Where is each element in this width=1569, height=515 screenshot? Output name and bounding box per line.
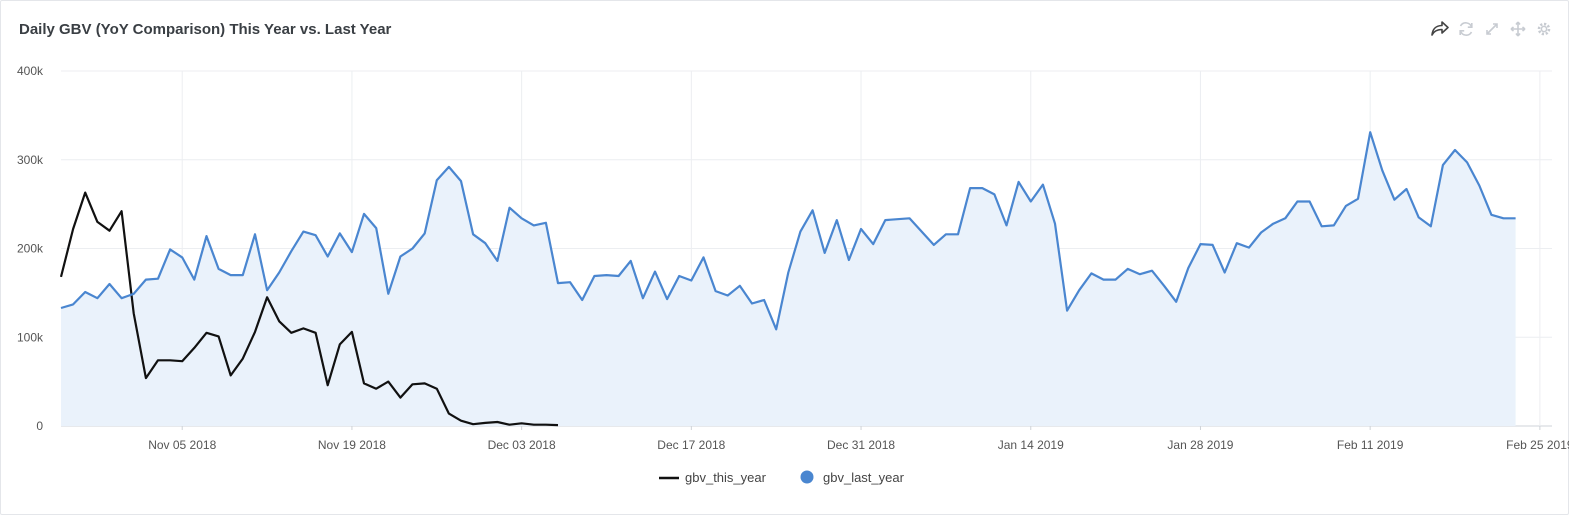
move-icon[interactable]: [1508, 19, 1528, 39]
series-lines: [59, 131, 1516, 427]
series-area-gbv_last_year: [61, 132, 1516, 426]
share-icon[interactable]: [1430, 19, 1450, 39]
legend-swatch-dot: [800, 470, 814, 484]
chart-legend: gbv_this_year gbv_last_year: [659, 470, 905, 485]
legend-label: gbv_last_year: [823, 470, 905, 485]
x-axis: Nov 05 2018 Nov 19 2018 Dec 03 2018 Dec 17 …: [148, 438, 1569, 452]
expand-icon[interactable]: [1482, 19, 1502, 39]
x-tick-label: Nov 05 2018: [148, 438, 216, 452]
x-tick-label: Dec 31 2018: [827, 438, 895, 452]
series-area: [61, 132, 1516, 426]
x-tick-label: Jan 28 2019: [1167, 438, 1233, 452]
y-axis: 0 100k 200k 300k 400k: [17, 64, 44, 433]
series-line-gbv_last_year: [60, 131, 1516, 331]
y-tick-label: 100k: [17, 330, 44, 344]
refresh-icon[interactable]: [1456, 19, 1476, 39]
x-tick-label: Dec 03 2018: [488, 438, 556, 452]
x-tick-label: Dec 17 2018: [657, 438, 725, 452]
series-line-gbv_this_year: [59, 191, 559, 427]
settings-icon[interactable]: [1534, 19, 1554, 39]
y-tick-label: 300k: [17, 153, 44, 167]
x-tick-label: Nov 19 2018: [318, 438, 386, 452]
x-tick-label: Feb 11 2019: [1337, 438, 1404, 452]
panel-toolbar: [1430, 19, 1554, 39]
y-tick-label: 0: [36, 419, 43, 433]
legend-label: gbv_this_year: [685, 470, 767, 485]
x-tick-label: Jan 14 2019: [998, 438, 1064, 452]
x-tick-label: Feb 25 2019: [1506, 438, 1569, 452]
chart-title: Daily GBV (YoY Comparison) This Year vs.…: [19, 21, 392, 38]
y-tick-label: 400k: [17, 64, 44, 78]
y-tick-label: 200k: [17, 242, 44, 256]
